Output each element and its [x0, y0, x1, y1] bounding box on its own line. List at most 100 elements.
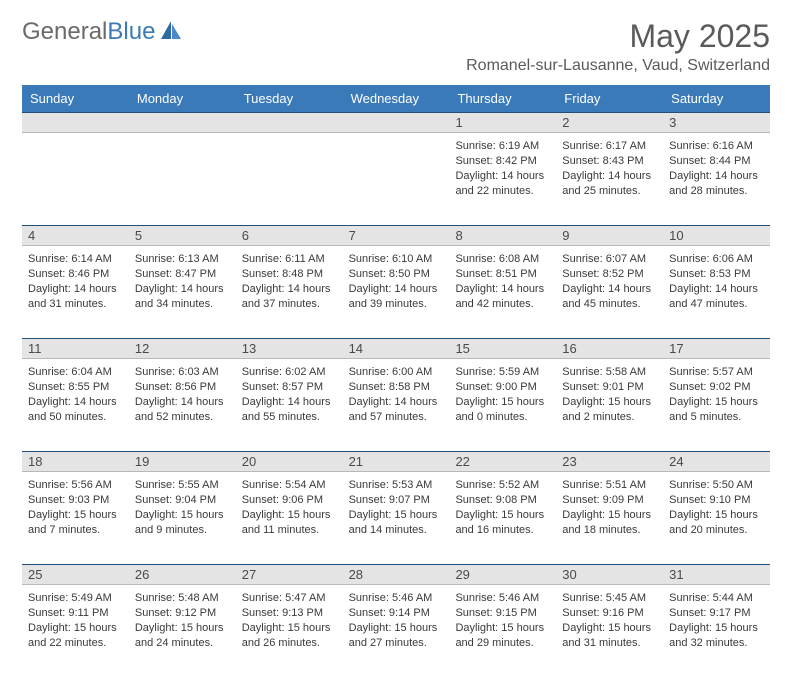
- sunset-text: Sunset: 8:46 PM: [28, 267, 123, 282]
- day-info: Sunrise: 5:56 AMSunset: 9:03 PMDaylight:…: [28, 476, 123, 537]
- daylight-text: Daylight: 15 hours and 20 minutes.: [669, 508, 764, 538]
- sunset-text: Sunset: 9:02 PM: [669, 380, 764, 395]
- sunset-text: Sunset: 9:03 PM: [28, 493, 123, 508]
- day-number: 12: [129, 339, 236, 358]
- day-cell: Sunrise: 6:16 AMSunset: 8:44 PMDaylight:…: [663, 133, 770, 225]
- daylight-text: Daylight: 15 hours and 16 minutes.: [455, 508, 550, 538]
- day-number-row: 11121314151617: [22, 338, 770, 359]
- day-number: 5: [129, 226, 236, 245]
- sunrise-text: Sunrise: 6:02 AM: [242, 365, 337, 380]
- daylight-text: Daylight: 15 hours and 9 minutes.: [135, 508, 230, 538]
- day-info: Sunrise: 6:16 AMSunset: 8:44 PMDaylight:…: [669, 137, 764, 198]
- day-number: 21: [343, 452, 450, 471]
- sunrise-text: Sunrise: 6:08 AM: [455, 252, 550, 267]
- day-info-row: Sunrise: 6:19 AMSunset: 8:42 PMDaylight:…: [22, 133, 770, 225]
- sunrise-text: Sunrise: 6:10 AM: [349, 252, 444, 267]
- daylight-text: Daylight: 14 hours and 47 minutes.: [669, 282, 764, 312]
- sunrise-text: Sunrise: 6:00 AM: [349, 365, 444, 380]
- day-number: 8: [449, 226, 556, 245]
- day-info: Sunrise: 5:52 AMSunset: 9:08 PMDaylight:…: [455, 476, 550, 537]
- day-number: 29: [449, 565, 556, 584]
- day-number: 30: [556, 565, 663, 584]
- day-info: Sunrise: 6:10 AMSunset: 8:50 PMDaylight:…: [349, 250, 444, 311]
- sunrise-text: Sunrise: 5:55 AM: [135, 478, 230, 493]
- day-cell: Sunrise: 5:48 AMSunset: 9:12 PMDaylight:…: [129, 585, 236, 677]
- page-header: GeneralBlue May 2025 Romanel-sur-Lausann…: [22, 18, 770, 75]
- day-info: Sunrise: 6:08 AMSunset: 8:51 PMDaylight:…: [455, 250, 550, 311]
- daylight-text: Daylight: 14 hours and 22 minutes.: [455, 169, 550, 199]
- day-number: 11: [22, 339, 129, 358]
- sunset-text: Sunset: 9:09 PM: [562, 493, 657, 508]
- day-number-row: 25262728293031: [22, 564, 770, 585]
- sunrise-text: Sunrise: 5:44 AM: [669, 591, 764, 606]
- sunset-text: Sunset: 9:04 PM: [135, 493, 230, 508]
- sunset-text: Sunset: 9:00 PM: [455, 380, 550, 395]
- day-cell: Sunrise: 5:56 AMSunset: 9:03 PMDaylight:…: [22, 472, 129, 564]
- day-number: 17: [663, 339, 770, 358]
- daylight-text: Daylight: 14 hours and 55 minutes.: [242, 395, 337, 425]
- day-info: Sunrise: 5:58 AMSunset: 9:01 PMDaylight:…: [562, 363, 657, 424]
- day-info: Sunrise: 5:46 AMSunset: 9:14 PMDaylight:…: [349, 589, 444, 650]
- sunrise-text: Sunrise: 5:47 AM: [242, 591, 337, 606]
- day-number: 20: [236, 452, 343, 471]
- day-info: Sunrise: 5:53 AMSunset: 9:07 PMDaylight:…: [349, 476, 444, 537]
- sunset-text: Sunset: 8:42 PM: [455, 154, 550, 169]
- daylight-text: Daylight: 14 hours and 45 minutes.: [562, 282, 657, 312]
- day-info: Sunrise: 6:02 AMSunset: 8:57 PMDaylight:…: [242, 363, 337, 424]
- day-cell: Sunrise: 5:51 AMSunset: 9:09 PMDaylight:…: [556, 472, 663, 564]
- day-info: Sunrise: 5:51 AMSunset: 9:09 PMDaylight:…: [562, 476, 657, 537]
- daylight-text: Daylight: 15 hours and 24 minutes.: [135, 621, 230, 651]
- day-number: 16: [556, 339, 663, 358]
- sunset-text: Sunset: 8:57 PM: [242, 380, 337, 395]
- sunrise-text: Sunrise: 5:48 AM: [135, 591, 230, 606]
- day-info-row: Sunrise: 6:14 AMSunset: 8:46 PMDaylight:…: [22, 246, 770, 338]
- sunrise-text: Sunrise: 5:59 AM: [455, 365, 550, 380]
- day-number: 18: [22, 452, 129, 471]
- day-cell: Sunrise: 6:07 AMSunset: 8:52 PMDaylight:…: [556, 246, 663, 338]
- sunset-text: Sunset: 8:50 PM: [349, 267, 444, 282]
- day-cell: Sunrise: 5:46 AMSunset: 9:15 PMDaylight:…: [449, 585, 556, 677]
- day-number: 23: [556, 452, 663, 471]
- day-info: Sunrise: 5:59 AMSunset: 9:00 PMDaylight:…: [455, 363, 550, 424]
- sunrise-text: Sunrise: 6:06 AM: [669, 252, 764, 267]
- day-info-row: Sunrise: 5:49 AMSunset: 9:11 PMDaylight:…: [22, 585, 770, 677]
- sunrise-text: Sunrise: 6:16 AM: [669, 139, 764, 154]
- day-cell: Sunrise: 5:57 AMSunset: 9:02 PMDaylight:…: [663, 359, 770, 451]
- sunrise-text: Sunrise: 5:54 AM: [242, 478, 337, 493]
- sunrise-text: Sunrise: 6:11 AM: [242, 252, 337, 267]
- weekday-header: Wednesday: [343, 85, 450, 112]
- day-cell: Sunrise: 6:06 AMSunset: 8:53 PMDaylight:…: [663, 246, 770, 338]
- day-cell: Sunrise: 6:04 AMSunset: 8:55 PMDaylight:…: [22, 359, 129, 451]
- daylight-text: Daylight: 14 hours and 37 minutes.: [242, 282, 337, 312]
- day-info: Sunrise: 5:45 AMSunset: 9:16 PMDaylight:…: [562, 589, 657, 650]
- day-cell: Sunrise: 6:10 AMSunset: 8:50 PMDaylight:…: [343, 246, 450, 338]
- day-number: 1: [449, 113, 556, 132]
- daylight-text: Daylight: 15 hours and 11 minutes.: [242, 508, 337, 538]
- day-cell: Sunrise: 5:46 AMSunset: 9:14 PMDaylight:…: [343, 585, 450, 677]
- sunset-text: Sunset: 9:06 PM: [242, 493, 337, 508]
- day-cell: Sunrise: 6:03 AMSunset: 8:56 PMDaylight:…: [129, 359, 236, 451]
- day-number: .: [236, 113, 343, 132]
- day-cell: [343, 133, 450, 225]
- sunrise-text: Sunrise: 6:07 AM: [562, 252, 657, 267]
- sunrise-text: Sunrise: 6:19 AM: [455, 139, 550, 154]
- sunset-text: Sunset: 9:13 PM: [242, 606, 337, 621]
- day-cell: Sunrise: 6:17 AMSunset: 8:43 PMDaylight:…: [556, 133, 663, 225]
- sunset-text: Sunset: 8:44 PM: [669, 154, 764, 169]
- day-number: .: [22, 113, 129, 132]
- sunrise-text: Sunrise: 5:51 AM: [562, 478, 657, 493]
- sunset-text: Sunset: 9:01 PM: [562, 380, 657, 395]
- sunrise-text: Sunrise: 5:46 AM: [349, 591, 444, 606]
- day-number: .: [129, 113, 236, 132]
- brand-part1: General: [22, 18, 107, 45]
- day-cell: Sunrise: 5:55 AMSunset: 9:04 PMDaylight:…: [129, 472, 236, 564]
- daylight-text: Daylight: 15 hours and 32 minutes.: [669, 621, 764, 651]
- day-info: Sunrise: 5:49 AMSunset: 9:11 PMDaylight:…: [28, 589, 123, 650]
- title-block: May 2025 Romanel-sur-Lausanne, Vaud, Swi…: [466, 18, 770, 75]
- sunset-text: Sunset: 9:08 PM: [455, 493, 550, 508]
- sunset-text: Sunset: 9:15 PM: [455, 606, 550, 621]
- day-cell: Sunrise: 5:49 AMSunset: 9:11 PMDaylight:…: [22, 585, 129, 677]
- day-cell: [129, 133, 236, 225]
- daylight-text: Daylight: 15 hours and 0 minutes.: [455, 395, 550, 425]
- daylight-text: Daylight: 15 hours and 14 minutes.: [349, 508, 444, 538]
